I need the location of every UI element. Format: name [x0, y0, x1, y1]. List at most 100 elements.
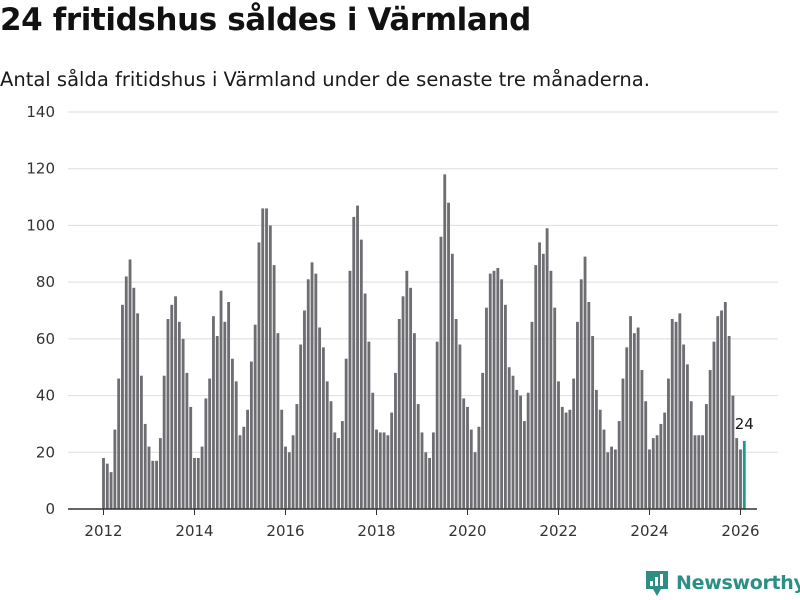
bar [458, 344, 462, 509]
bar [303, 310, 306, 509]
bar [405, 270, 409, 509]
bar [613, 449, 617, 509]
bar [329, 401, 333, 509]
bar [488, 273, 492, 509]
x-tick-label: 2020 [448, 522, 486, 540]
x-tick-label: 2016 [266, 522, 304, 540]
bar [367, 341, 371, 509]
bar [121, 304, 124, 509]
bar [234, 381, 238, 509]
highlight-label: 24 [735, 415, 754, 433]
bar [321, 347, 325, 509]
bar [397, 319, 401, 509]
y-tick-label: 0 [45, 500, 55, 518]
bar [208, 378, 212, 509]
bar [174, 296, 177, 509]
bar [454, 319, 458, 509]
bar [230, 358, 234, 509]
bar [560, 406, 564, 509]
bar [416, 404, 420, 509]
bar [723, 301, 727, 509]
bar [485, 307, 488, 509]
bar [424, 452, 428, 509]
bar [708, 370, 712, 509]
bar [610, 446, 613, 509]
bar [500, 279, 504, 509]
bar [576, 321, 579, 509]
bar [689, 401, 693, 509]
bar [587, 301, 591, 509]
bar [117, 378, 121, 509]
bar [272, 265, 276, 509]
bar [390, 412, 394, 509]
bar [170, 304, 174, 509]
bar [314, 273, 318, 509]
bar [284, 446, 287, 509]
bar [359, 239, 363, 510]
bar [276, 333, 280, 509]
bar [632, 333, 636, 509]
bar [128, 259, 132, 509]
bar [291, 435, 295, 509]
newsworthy-brand[interactable]: Newsworthy [644, 569, 800, 597]
bar [435, 341, 439, 509]
bar [583, 256, 587, 509]
bar [295, 404, 299, 509]
y-tick-label: 120 [26, 160, 55, 178]
bar [238, 435, 242, 509]
x-tick-label: 2018 [357, 522, 395, 540]
bar [538, 242, 541, 509]
bar [151, 460, 155, 509]
bar [318, 327, 322, 509]
y-tick-label: 140 [26, 103, 55, 121]
newsworthy-logo-icon [646, 571, 668, 596]
bar [678, 313, 682, 509]
bar [659, 423, 663, 509]
bar [257, 242, 261, 509]
bar [636, 327, 640, 509]
bar [519, 395, 522, 509]
bar [439, 236, 443, 509]
bar [261, 208, 265, 509]
bar [651, 438, 655, 509]
bar [667, 378, 670, 509]
y-tick-label: 80 [36, 273, 55, 291]
bar [348, 270, 352, 509]
bar [147, 446, 151, 509]
bar [534, 265, 538, 509]
bar [735, 438, 739, 509]
bar [541, 253, 545, 509]
bar [177, 321, 181, 509]
bar [450, 253, 454, 509]
bar [253, 324, 257, 509]
bar [663, 412, 667, 509]
bar [242, 426, 246, 509]
bar [515, 389, 519, 509]
bar [492, 270, 496, 509]
y-tick-label: 100 [26, 216, 55, 234]
chart-title: 24 fritidshus såldes i Värmland [0, 2, 531, 38]
bar [731, 395, 735, 509]
bar [720, 310, 723, 509]
bar [105, 463, 109, 509]
bar [193, 457, 196, 509]
bar [716, 316, 720, 509]
bar [409, 287, 413, 509]
bar [337, 438, 340, 509]
bar [579, 279, 583, 509]
bar [166, 319, 170, 509]
bar [598, 409, 602, 509]
bar [155, 460, 158, 509]
bar [553, 307, 557, 509]
bar [382, 432, 386, 509]
bar [268, 225, 272, 509]
bar [674, 321, 678, 509]
bar [215, 336, 219, 509]
bar [340, 421, 344, 509]
bar [462, 398, 466, 509]
bar [223, 321, 227, 509]
bar [212, 316, 215, 509]
y-tick-label: 20 [36, 443, 55, 461]
bar [526, 392, 530, 509]
